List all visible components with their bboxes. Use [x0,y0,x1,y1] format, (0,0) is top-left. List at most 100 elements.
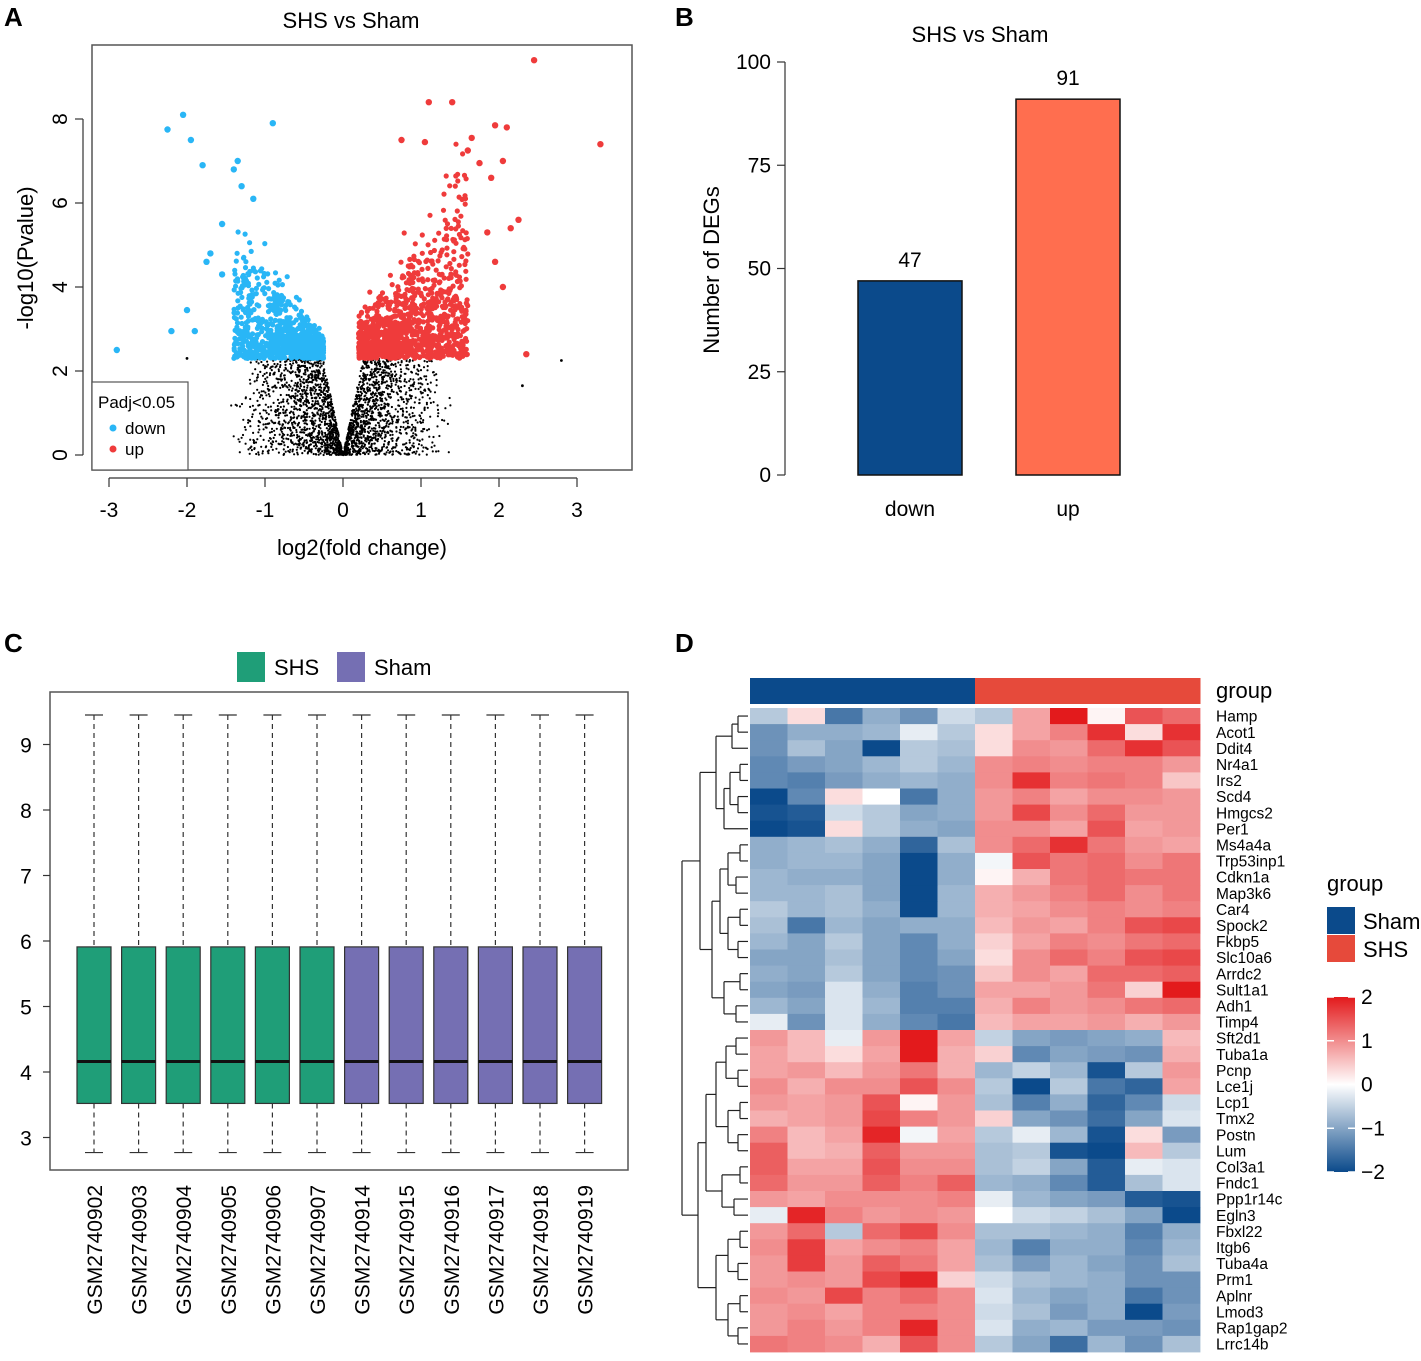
volcano-plot-area [91,44,633,471]
heatmap-cell [1125,756,1163,773]
heatmap-cell [1162,1303,1201,1321]
heatmap-cell [900,1207,938,1224]
annotation-cell-SHS [1162,678,1201,704]
heatmap-cell [1087,917,1126,934]
heatmap-cell [1125,1287,1163,1305]
gene-label-Sft2d1: Sft2d1 [1216,1031,1261,1048]
y-tick-label: 8 [49,113,72,125]
heatmap-cell [900,1126,938,1144]
heatmap-cell [900,1335,938,1353]
heatmap-cell [900,756,938,773]
heatmap-cell [1012,965,1051,983]
heatmap-cell [975,1223,1013,1240]
sample-label: GSM2740915 [396,1185,419,1315]
heatmap-cell [900,1078,938,1095]
heatmap-cell [937,1255,976,1272]
heatmap-cell [1050,1287,1088,1305]
heatmap-cell [937,1126,976,1144]
heatmap-cell [1012,1255,1051,1272]
heatmap-cell [1162,1158,1201,1176]
heatmap-cell [1125,901,1163,918]
heatmap-cell [862,1303,901,1321]
heatmap-cell [937,1030,976,1047]
heatmap-cell [1125,1062,1163,1079]
volcano-point-up [499,157,507,165]
heatmap-cell [1125,772,1163,789]
heatmap-cell [1087,1062,1126,1079]
heatmap-cell [825,1335,863,1353]
deg-bar-chart: SHS vs Sham 0 25 50 75 100 47 down 91 up Number… [699,22,1121,521]
heatmap-cell [1162,1255,1201,1272]
volcano-x-axis: -3 -2 -1 0 1 2 3 [100,477,583,522]
heatmap-cell [1050,1030,1088,1047]
heatmap-cell [825,949,863,966]
heatmap-cell [1012,981,1051,999]
heatmap-cell [825,965,863,983]
heatmap-cell [1125,1255,1163,1272]
heatmap-cell [750,1335,788,1353]
heatmap-cell [862,1174,901,1192]
heatmap-cell [1050,1062,1088,1079]
volcano-point-up [398,136,405,144]
heatmap-cell [750,869,788,886]
heatmap-cell [825,1062,863,1079]
heatmap-cell [1012,1126,1051,1144]
panel-letter-c: C [4,628,23,658]
heatmap-cell [937,820,976,838]
volcano-legend-down: down [125,419,166,438]
heatmap-cell [1050,1255,1088,1272]
sample-label: GSM2740904 [173,1185,196,1315]
heatmap-dendrogram [681,715,748,1345]
heatmap-cell [787,1287,826,1305]
volcano-legend-up: up [125,440,144,459]
heatmap-cell [1162,1174,1201,1192]
heatmap-cell [937,917,976,934]
heatmap-cell [750,1110,788,1127]
volcano-legend-box [91,381,189,471]
heatmap-cell [1012,1062,1051,1079]
heatmap-cell [1162,869,1201,886]
bar-y-tick-label: 75 [748,154,771,177]
heatmap-cell [787,788,826,805]
heatmap-cell [975,1319,1013,1337]
heatmap-cell [750,772,788,789]
y-tick-label: 4 [49,281,72,293]
bar-category-label: down [885,498,935,521]
gene-label-Nr4a1: Nr4a1 [1216,757,1258,774]
heatmap-cell [862,852,901,870]
box-GSM2740919 [566,946,603,1105]
heatmap-cell [900,965,938,983]
heatmap-cell [1125,1191,1163,1208]
box-GSM2740907 [299,946,335,1105]
heatmap-cell [825,1030,863,1047]
gene-label-Sult1a1: Sult1a1 [1216,982,1269,999]
heatmap-cell [750,1239,788,1256]
heatmap-cell [900,885,938,902]
heatmap-cell [825,1207,863,1224]
sample-label: GSM2740914 [352,1185,375,1315]
heatmap-cell [937,1078,976,1095]
heatmap-cell [1125,1013,1163,1031]
heatmap-cell [1050,1239,1088,1256]
y-tick-label: 0 [49,449,72,461]
volcano-point-ns [521,384,524,388]
heatmap-cell [1012,852,1051,870]
heatmap-cell [750,1078,788,1095]
volcano-point-down [218,220,226,228]
heatmap-cell [1050,981,1088,999]
x-tick-label: 2 [493,499,505,522]
heatmap-cell [975,1255,1013,1272]
gene-label-Egln3: Egln3 [1216,1208,1256,1225]
heatmap-cell [975,1030,1013,1047]
x-tick-label: 0 [337,499,349,522]
sample-label: GSM2740917 [485,1185,508,1315]
heatmap-cell [975,1062,1013,1079]
gene-label-Cdkn1a: Cdkn1a [1216,870,1270,887]
gene-label-Scd4: Scd4 [1216,789,1252,806]
heatmap-cell [1087,1207,1126,1224]
heatmap-cell [862,1287,901,1305]
annotation-cell-Sham [750,678,788,704]
heatmap-cell [1162,1110,1201,1127]
heatmap-cell [825,1239,863,1256]
heatmap-cell [862,1255,901,1272]
